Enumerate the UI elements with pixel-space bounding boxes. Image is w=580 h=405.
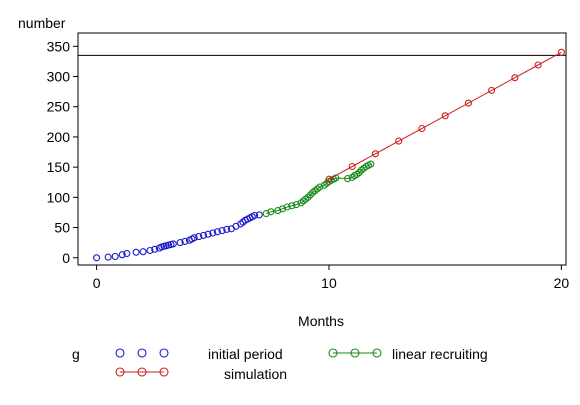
data-point-initial-period [181, 237, 189, 245]
legend-label-linear-recruiting: linear recruiting [392, 346, 488, 362]
series-line-linear-recruiting [266, 163, 372, 215]
data-point-initial-period [146, 246, 154, 255]
legend-marker-initial-period [115, 348, 125, 358]
y-tick-label: 50 [54, 220, 70, 236]
y-tick-label: 250 [47, 99, 71, 115]
data-point-linear-recruiting [262, 210, 270, 218]
data-point-simulation [348, 162, 356, 171]
data-point-initial-period [190, 234, 198, 242]
x-tick-label: 10 [321, 275, 337, 291]
data-point-initial-period [104, 253, 112, 261]
data-point-linear-recruiting [267, 208, 275, 216]
data-point-initial-period [118, 251, 126, 259]
data-point-initial-period [132, 248, 140, 256]
data-point-simulation [325, 175, 333, 183]
data-point-linear-recruiting [274, 207, 282, 215]
y-tick-label: 300 [47, 69, 71, 85]
data-point-simulation [534, 61, 542, 69]
data-point-simulation [511, 74, 519, 82]
data-point-initial-period [111, 252, 119, 261]
x-axis-title: Months [298, 313, 344, 329]
y-tick-label: 200 [47, 129, 71, 145]
data-point-initial-period [255, 211, 263, 219]
data-point-linear-recruiting [283, 203, 291, 211]
data-point-simulation [488, 86, 496, 94]
data-point-linear-recruiting [316, 183, 324, 191]
data-point-simulation [418, 124, 426, 133]
legend-marker-simulation [159, 367, 169, 377]
plot-area: 0 50 100 150 200 250 300 350 0 10 20 [47, 32, 570, 291]
data-point-initial-period [93, 254, 101, 262]
data-point-simulation [557, 48, 565, 56]
y-tick-label: 150 [47, 159, 71, 175]
y-tick-label: 350 [47, 38, 71, 54]
data-point-initial-period [169, 240, 177, 248]
x-tick-label: 20 [554, 275, 570, 291]
data-point-initial-period [251, 211, 259, 220]
legend-marker-simulation [137, 367, 147, 377]
data-point-simulation [371, 150, 379, 158]
data-point-initial-period [123, 249, 131, 258]
data-point-linear-recruiting [367, 160, 375, 168]
data-point-initial-period [151, 245, 159, 253]
legend: g initial period linear recruiting simulat… [72, 346, 488, 382]
data-point-initial-period [213, 228, 221, 236]
legend-marker-initial-period [137, 348, 147, 358]
data-point-initial-period [195, 233, 203, 241]
data-point-initial-period [139, 248, 147, 256]
y-tick-label: 100 [47, 189, 71, 205]
series-line-simulation [328, 51, 562, 180]
y-axis-title: number [18, 15, 66, 31]
x-tick-label: 0 [93, 275, 101, 291]
data-point-initial-period [223, 225, 231, 233]
y-tick-label: 0 [62, 250, 70, 266]
data-point-initial-period [209, 229, 217, 237]
data-point-initial-period [204, 230, 212, 238]
data-point-simulation [464, 99, 472, 107]
legend-title: g [72, 346, 80, 362]
data-point-initial-period [176, 239, 184, 247]
legend-marker-linear-recruiting [372, 348, 382, 358]
data-point-linear-recruiting [288, 202, 296, 210]
legend-label-initial-period: initial period [208, 346, 283, 362]
data-point-initial-period [199, 231, 208, 239]
legend-marker-linear-recruiting [350, 348, 360, 358]
data-point-initial-period [218, 227, 226, 235]
data-point-simulation [441, 112, 449, 120]
legend-marker-linear-recruiting [328, 348, 338, 358]
plot-frame [77, 32, 567, 266]
legend-label-simulation: simulation [224, 366, 287, 382]
data-point-simulation [395, 137, 403, 145]
legend-marker-initial-period [159, 348, 169, 358]
data-point-linear-recruiting [278, 205, 287, 213]
data-point-linear-recruiting [344, 175, 352, 183]
legend-marker-simulation [115, 367, 125, 377]
data-point-linear-recruiting [292, 201, 300, 209]
